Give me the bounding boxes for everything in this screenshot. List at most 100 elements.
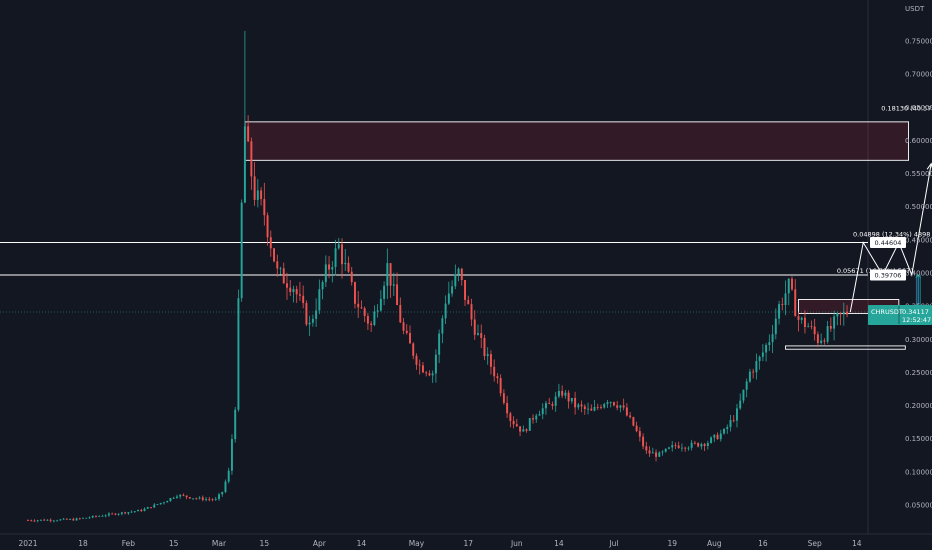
candle-body xyxy=(75,518,78,521)
candle-body xyxy=(486,354,489,357)
levels-layer xyxy=(0,241,868,313)
zone-box[interactable] xyxy=(785,345,906,350)
x-tick-label: Feb xyxy=(122,539,136,548)
candle-body xyxy=(305,303,308,325)
candle-body xyxy=(133,511,136,513)
candle-body xyxy=(551,404,554,406)
candle-body xyxy=(664,448,667,452)
candle-body xyxy=(386,263,389,286)
candle-body xyxy=(535,415,538,420)
candle-body xyxy=(46,519,49,521)
candle-body xyxy=(150,507,152,508)
candle-body xyxy=(519,426,522,432)
candle-body xyxy=(62,518,65,520)
x-tick-label: 19 xyxy=(667,539,677,548)
candle-body xyxy=(846,311,849,315)
y-tick-label: 0.10000 xyxy=(905,468,932,476)
candle-body xyxy=(716,434,719,440)
candle-body xyxy=(52,520,55,522)
candle-body xyxy=(331,267,334,270)
candle-body xyxy=(833,316,836,329)
measure-arrowhead xyxy=(915,274,922,279)
candle-body xyxy=(564,392,567,396)
x-tick-label: Mar xyxy=(212,539,227,548)
candle-body xyxy=(253,176,256,200)
candle-body xyxy=(791,278,793,290)
candle-body xyxy=(690,442,693,448)
candle-body xyxy=(363,308,366,317)
candle-body xyxy=(421,365,424,373)
level-price-label: 0.44604 xyxy=(875,239,902,247)
candle-body xyxy=(544,403,547,409)
candle-body xyxy=(600,407,602,408)
candle-body xyxy=(43,519,46,521)
zone-box[interactable] xyxy=(244,121,909,161)
candle-body xyxy=(370,323,373,325)
candle-body xyxy=(286,283,288,288)
candle-body xyxy=(85,517,88,519)
y-tick-label: 0.15000 xyxy=(905,435,932,443)
candle-body xyxy=(590,408,593,411)
bar-countdown-label: 12:52:47 xyxy=(902,316,931,324)
level-price-badge xyxy=(870,269,906,281)
candle-body xyxy=(224,481,227,492)
candle-body xyxy=(33,520,36,522)
y-tick-label: 0.25000 xyxy=(905,369,932,377)
candle-body xyxy=(117,513,120,515)
candle-body xyxy=(480,333,483,338)
candle-body xyxy=(428,373,431,376)
candle-body xyxy=(328,264,331,270)
candle-body xyxy=(794,289,797,317)
candle-body xyxy=(583,406,586,409)
candle-body xyxy=(353,282,356,304)
candle-body xyxy=(577,404,580,408)
candle-body xyxy=(574,397,577,408)
price-axis-unit: USDT xyxy=(905,5,925,13)
candle-body xyxy=(266,215,269,238)
candle-body xyxy=(470,304,473,320)
candle-body xyxy=(140,509,143,511)
candle-body xyxy=(606,402,609,405)
candle-body xyxy=(745,381,748,390)
candle-body xyxy=(127,512,130,514)
candle-body xyxy=(159,502,162,505)
x-tick-label: Aug xyxy=(707,539,722,548)
candle-body xyxy=(402,322,405,331)
x-tick-label: 17 xyxy=(463,539,473,548)
candle-body xyxy=(130,511,133,513)
candle-body xyxy=(344,262,347,265)
x-tick-label: 14 xyxy=(554,539,564,548)
candle-body xyxy=(651,452,654,454)
candle-body xyxy=(632,417,635,426)
candle-body xyxy=(357,303,360,308)
candle-body xyxy=(120,512,123,514)
candle-body xyxy=(273,248,276,262)
projection-arrowhead xyxy=(926,162,932,170)
candle-body xyxy=(515,424,518,427)
candle-body xyxy=(580,404,583,407)
candle-body xyxy=(27,520,29,522)
candle-body xyxy=(697,442,700,447)
candle-body xyxy=(735,408,738,421)
candle-body xyxy=(146,507,149,509)
candle-body xyxy=(693,442,696,444)
candle-body xyxy=(82,517,85,519)
candle-body xyxy=(642,436,645,447)
projection-path[interactable] xyxy=(849,163,932,313)
y-tick-label: 0.20000 xyxy=(905,402,932,410)
candle-body xyxy=(483,337,486,357)
candle-body xyxy=(703,444,706,447)
candle-body xyxy=(156,504,159,505)
price-axis[interactable]: USDT 0.05000 0.10000 0.15000 0.20000 0.25000… xyxy=(905,5,932,510)
projection-layer xyxy=(849,162,932,313)
candle-body xyxy=(826,326,829,342)
candle-body xyxy=(292,288,295,292)
candle-body xyxy=(502,393,505,403)
y-tick-label: 0.55000 xyxy=(905,170,932,178)
candle-body xyxy=(622,405,625,408)
time-axis[interactable]: 2021 18 Feb 15 Mar 15 Apr 14 May 17 Jun 14 Jul 19 Aug 1… xyxy=(18,539,861,548)
candle-body xyxy=(431,373,434,376)
candle-body xyxy=(635,425,638,432)
